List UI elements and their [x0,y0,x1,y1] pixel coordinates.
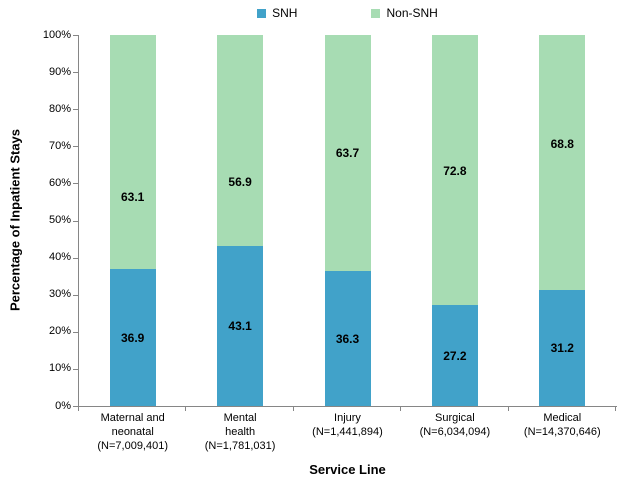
category-label-line: Maternal and [100,412,165,424]
category-label: Surgical (N=6,034,094) [401,411,508,439]
y-tick-label: 30% [48,288,71,301]
snh-value-label: 27.2 [443,348,467,363]
y-tick-label: 10% [48,362,71,375]
y-tick-mark [73,406,78,407]
x-tick-mark [507,407,509,411]
category-label: Medical (N=14,370,646) [509,411,616,439]
y-tick-mark [73,109,78,111]
category-label: Maternal and neonatal (N=7,009,401) [79,411,186,453]
x-axis-title: Service Line [309,462,386,477]
category-label-line: (N=6,034,094) [419,426,491,438]
category-label-line: neonatal [111,426,154,438]
x-tick-mark [400,407,402,411]
y-tick-mark [73,146,78,148]
legend-item-snh: SNH [257,6,297,20]
category-label-line: (N=1,441,894) [312,426,383,438]
category-label-line: (N=14,370,646) [523,426,601,438]
category-label-line: health [225,426,256,438]
legend-label-snh: SNH [272,6,298,20]
y-tick-label: 50% [48,214,71,226]
y-tick-mark [73,257,78,259]
y-tick-mark [73,183,78,185]
non-snh-value-label: 68.8 [550,137,574,152]
bar-segment-snh [109,269,156,406]
category-label-line: Medical [543,412,582,424]
x-tick-mark [615,407,616,411]
snh-value-label: 36.9 [121,330,145,345]
y-tick-label: 40% [48,251,71,264]
category-label-line: Surgical [435,412,475,424]
y-tick-mark [73,220,78,222]
snh-value-label: 36.3 [335,331,360,346]
non-snh-color-swatch-icon [371,8,381,18]
bar-segment-snh [431,305,478,406]
non-snh-value-label: 56.9 [228,174,252,189]
y-tick-mark [73,331,78,333]
y-tick-label: 90% [48,65,71,78]
y-tick-label: 0% [55,399,71,412]
snh-color-swatch-icon [257,8,267,18]
y-tick-mark [73,35,78,36]
category-label-line: (N=1,781,031) [204,440,276,452]
y-tick-mark [73,294,78,296]
y-tick-label: 100% [42,28,71,41]
y-tick-label: 20% [48,325,71,338]
y-tick-mark [73,72,78,74]
legend-label-non-snh: Non-SNH [386,6,438,20]
snh-value-label: 31.2 [550,341,574,356]
bar-segment-non-snh [109,35,156,270]
y-tick-label: 70% [48,139,71,152]
category-label-line: Mental [223,412,257,424]
legend-item-non-snh: Non-SNH [371,6,438,20]
x-tick-mark [78,407,79,411]
y-tick-mark [73,368,78,370]
x-tick-mark [292,407,294,411]
bar-segment-non-snh [431,35,478,306]
bar-segment-non-snh [217,35,264,247]
bar-segment-non-snh [324,35,371,272]
legend: SNH Non-SNH [79,6,616,20]
bar-segment-snh [324,271,371,406]
bar-segment-snh [539,290,586,406]
y-axis-line [78,35,79,407]
category-label: Injury (N=1,441,894) [294,411,401,439]
category-label-line: Injury [334,412,361,424]
x-axis-line [78,406,617,407]
non-snh-value-label: 72.8 [443,164,467,179]
category-label: Mental health (N=1,781,031) [186,411,293,453]
snh-value-label: 43.1 [228,319,252,334]
category-label-line: (N=7,009,401) [97,440,169,452]
non-snh-value-label: 63.7 [335,145,360,160]
non-snh-value-label: 63.1 [121,190,145,205]
y-tick-label: 80% [48,102,71,115]
bar-segment-non-snh [539,35,586,291]
x-tick-mark [185,407,187,411]
bar-segment-snh [217,246,264,406]
y-axis-title: Percentage of Inpatient Stays [7,128,23,312]
y-tick-label: 60% [48,176,71,189]
